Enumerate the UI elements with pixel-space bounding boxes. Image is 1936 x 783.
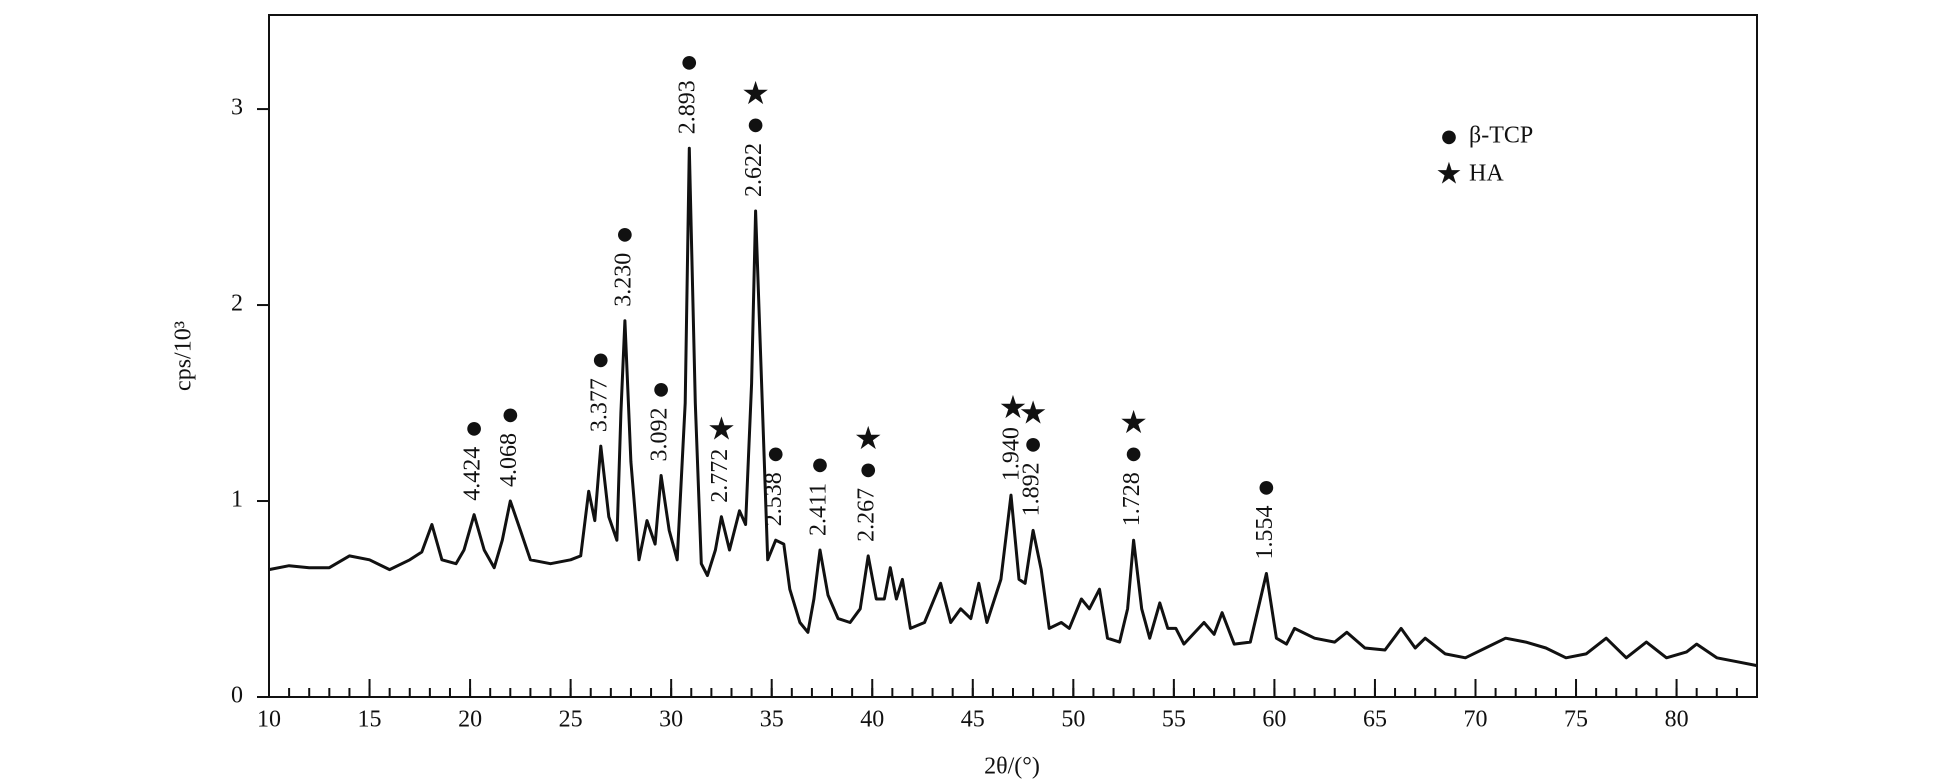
x-tick-label: 50	[1061, 707, 1085, 733]
y-tick-label: 1	[231, 487, 243, 513]
phase-marker: ●	[593, 349, 609, 370]
peak-label: 4.424	[460, 447, 486, 501]
x-tick-label: 45	[961, 707, 985, 733]
y-tick-label: 3	[231, 95, 243, 121]
phase-marker: ★	[854, 419, 883, 457]
peak-label: 3.230	[610, 253, 636, 307]
peak-label: 1.554	[1252, 506, 1278, 560]
x-tick-label: 80	[1665, 707, 1689, 733]
legend-symbol: ★	[1436, 157, 1463, 192]
y-axis-title: cps/10³	[171, 321, 197, 391]
x-tick-label: 55	[1162, 707, 1186, 733]
phase-marker: ●	[466, 418, 482, 439]
phase-marker: ●	[502, 404, 518, 425]
diffraction-line	[268, 146, 1758, 668]
peak-label: 3.092	[647, 408, 673, 462]
phase-marker: ★	[1119, 403, 1148, 441]
x-axis-title: 2θ/(°)	[984, 754, 1040, 780]
peak-label: 1.892	[1019, 462, 1045, 516]
x-tick-label: 30	[659, 707, 683, 733]
peak-label: 2.267	[854, 488, 880, 542]
peak-label: 3.377	[586, 378, 612, 432]
peak-label: 1.940	[999, 427, 1025, 481]
x-tick-label: 40	[860, 707, 884, 733]
peak-label: 2.622	[741, 143, 767, 197]
phase-marker: ●	[860, 459, 876, 480]
x-tick-label: 20	[458, 707, 482, 733]
peak-label: 2.411	[805, 483, 831, 536]
phase-marker: ●	[1259, 477, 1275, 498]
x-tick-label: 65	[1363, 707, 1387, 733]
x-tick-label: 15	[358, 707, 382, 733]
peak-label: 4.068	[496, 433, 522, 487]
x-tick-label: 70	[1463, 707, 1487, 733]
phase-marker: ●	[812, 454, 828, 475]
peak-label: 2.893	[675, 80, 701, 134]
peak-label: 2.538	[761, 472, 787, 526]
y-tick-label: 0	[231, 683, 243, 709]
peak-label: 1.728	[1119, 472, 1145, 526]
x-tick-label: 60	[1262, 707, 1286, 733]
legend-label: β-TCP	[1469, 123, 1533, 149]
phase-marker: ★	[741, 74, 770, 112]
phase-marker: ●	[653, 379, 669, 400]
x-tick-label: 35	[760, 707, 784, 733]
phase-marker: ★	[1019, 393, 1048, 431]
phase-marker: ●	[1025, 433, 1041, 454]
phase-marker: ●	[681, 51, 697, 72]
x-tick-label: 10	[257, 707, 281, 733]
legend-symbol: ●	[1441, 126, 1457, 147]
x-tick-label: 25	[559, 707, 583, 733]
phase-marker: ●	[768, 443, 784, 464]
x-tick-label: 75	[1564, 707, 1588, 733]
phase-marker: ●	[617, 224, 633, 245]
y-tick-label: 2	[231, 291, 243, 317]
plot-frame	[268, 14, 1758, 698]
phase-marker: ●	[748, 114, 764, 135]
phase-marker: ★	[707, 410, 736, 448]
phase-marker: ●	[1126, 443, 1142, 464]
legend-label: HA	[1469, 161, 1504, 187]
phase-marker: ★	[999, 388, 1028, 426]
peak-label: 2.772	[707, 449, 733, 503]
